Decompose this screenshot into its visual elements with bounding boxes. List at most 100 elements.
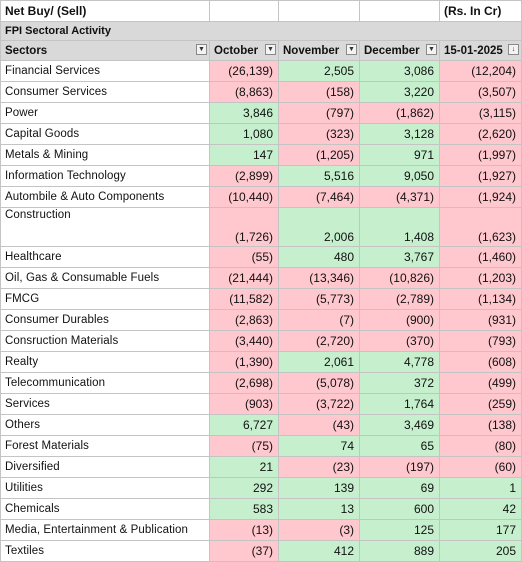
- sort-descending-filter-icon[interactable]: ↓: [508, 44, 519, 55]
- value-cell[interactable]: (1,205): [278, 144, 360, 166]
- value-cell[interactable]: 480: [278, 246, 360, 268]
- value-cell[interactable]: (60): [439, 456, 522, 478]
- value-cell[interactable]: 1,080: [209, 123, 279, 145]
- value-cell[interactable]: (3,507): [439, 81, 522, 103]
- value-cell[interactable]: (10,440): [209, 186, 279, 208]
- value-cell[interactable]: 13: [278, 498, 360, 520]
- units-label[interactable]: (Rs. In Cr): [439, 0, 522, 22]
- sector-name-cell[interactable]: Capital Goods: [0, 123, 210, 145]
- sector-name-cell[interactable]: Construction: [0, 207, 210, 247]
- value-cell[interactable]: (1,726): [209, 207, 279, 247]
- value-cell[interactable]: 3,128: [359, 123, 440, 145]
- sector-name-cell[interactable]: Realty: [0, 351, 210, 373]
- value-cell[interactable]: 69: [359, 477, 440, 499]
- value-cell[interactable]: 1,408: [359, 207, 440, 247]
- chevron-down-icon[interactable]: ▼: [265, 44, 276, 55]
- value-cell[interactable]: 3,220: [359, 81, 440, 103]
- value-cell[interactable]: 9,050: [359, 165, 440, 187]
- value-cell[interactable]: 1,764: [359, 393, 440, 415]
- value-cell[interactable]: 65: [359, 435, 440, 457]
- header-15-01-2025[interactable]: 15-01-2025 ↓: [439, 40, 522, 61]
- value-cell[interactable]: (10,826): [359, 267, 440, 289]
- fpi-sectoral-activity-title[interactable]: FPI Sectoral Activity: [0, 21, 522, 41]
- value-cell[interactable]: (7,464): [278, 186, 360, 208]
- value-cell[interactable]: 4,778: [359, 351, 440, 373]
- chevron-down-icon[interactable]: ▼: [196, 44, 207, 55]
- value-cell[interactable]: 21: [209, 456, 279, 478]
- net-buy-sell-label[interactable]: Net Buy/ (Sell): [0, 0, 210, 22]
- header-october[interactable]: October ▼: [209, 40, 279, 61]
- value-cell[interactable]: (370): [359, 330, 440, 352]
- value-cell[interactable]: 3,846: [209, 102, 279, 124]
- value-cell[interactable]: (21,444): [209, 267, 279, 289]
- sector-name-cell[interactable]: Services: [0, 393, 210, 415]
- sector-name-cell[interactable]: Media, Entertainment & Publication: [0, 519, 210, 541]
- value-cell[interactable]: 971: [359, 144, 440, 166]
- value-cell[interactable]: (4,371): [359, 186, 440, 208]
- value-cell[interactable]: (608): [439, 351, 522, 373]
- value-cell[interactable]: (259): [439, 393, 522, 415]
- value-cell[interactable]: (12,204): [439, 60, 522, 82]
- value-cell[interactable]: (80): [439, 435, 522, 457]
- value-cell[interactable]: 177: [439, 519, 522, 541]
- value-cell[interactable]: (1,997): [439, 144, 522, 166]
- value-cell[interactable]: (11,582): [209, 288, 279, 310]
- value-cell[interactable]: (1,862): [359, 102, 440, 124]
- value-cell[interactable]: (797): [278, 102, 360, 124]
- sector-name-cell[interactable]: Consumer Services: [0, 81, 210, 103]
- value-cell[interactable]: (323): [278, 123, 360, 145]
- sector-name-cell[interactable]: Financial Services: [0, 60, 210, 82]
- header-november[interactable]: November ▼: [278, 40, 360, 61]
- value-cell[interactable]: 147: [209, 144, 279, 166]
- value-cell[interactable]: 372: [359, 372, 440, 394]
- sector-name-cell[interactable]: Forest Materials: [0, 435, 210, 457]
- value-cell[interactable]: (1,623): [439, 207, 522, 247]
- value-cell[interactable]: (23): [278, 456, 360, 478]
- value-cell[interactable]: (37): [209, 540, 279, 562]
- sector-name-cell[interactable]: FMCG: [0, 288, 210, 310]
- value-cell[interactable]: (1,460): [439, 246, 522, 268]
- value-cell[interactable]: 2,006: [278, 207, 360, 247]
- value-cell[interactable]: (5,773): [278, 288, 360, 310]
- value-cell[interactable]: (2,620): [439, 123, 522, 145]
- value-cell[interactable]: (13,346): [278, 267, 360, 289]
- sector-name-cell[interactable]: Autombile & Auto Components: [0, 186, 210, 208]
- value-cell[interactable]: (5,078): [278, 372, 360, 394]
- value-cell[interactable]: (55): [209, 246, 279, 268]
- value-cell[interactable]: (2,720): [278, 330, 360, 352]
- sector-name-cell[interactable]: Telecommunication: [0, 372, 210, 394]
- value-cell[interactable]: (158): [278, 81, 360, 103]
- value-cell[interactable]: (2,899): [209, 165, 279, 187]
- value-cell[interactable]: 2,505: [278, 60, 360, 82]
- sector-name-cell[interactable]: Power: [0, 102, 210, 124]
- value-cell[interactable]: (931): [439, 309, 522, 331]
- sector-name-cell[interactable]: Consumer Durables: [0, 309, 210, 331]
- sector-name-cell[interactable]: Consruction Materials: [0, 330, 210, 352]
- sector-name-cell[interactable]: Diversified: [0, 456, 210, 478]
- value-cell[interactable]: 74: [278, 435, 360, 457]
- value-cell[interactable]: (43): [278, 414, 360, 436]
- value-cell[interactable]: (793): [439, 330, 522, 352]
- value-cell[interactable]: 42: [439, 498, 522, 520]
- value-cell[interactable]: (75): [209, 435, 279, 457]
- value-cell[interactable]: (3): [278, 519, 360, 541]
- value-cell[interactable]: 205: [439, 540, 522, 562]
- value-cell[interactable]: 3,086: [359, 60, 440, 82]
- value-cell[interactable]: 1: [439, 477, 522, 499]
- value-cell[interactable]: 3,469: [359, 414, 440, 436]
- value-cell[interactable]: (1,134): [439, 288, 522, 310]
- value-cell[interactable]: 2,061: [278, 351, 360, 373]
- value-cell[interactable]: (903): [209, 393, 279, 415]
- blank-cell[interactable]: [278, 0, 360, 22]
- value-cell[interactable]: 6,727: [209, 414, 279, 436]
- header-sectors[interactable]: Sectors ▼: [0, 40, 210, 61]
- blank-cell[interactable]: [209, 0, 279, 22]
- value-cell[interactable]: 292: [209, 477, 279, 499]
- value-cell[interactable]: (1,390): [209, 351, 279, 373]
- value-cell[interactable]: 125: [359, 519, 440, 541]
- sector-name-cell[interactable]: Information Technology: [0, 165, 210, 187]
- value-cell[interactable]: (197): [359, 456, 440, 478]
- value-cell[interactable]: (3,115): [439, 102, 522, 124]
- value-cell[interactable]: (7): [278, 309, 360, 331]
